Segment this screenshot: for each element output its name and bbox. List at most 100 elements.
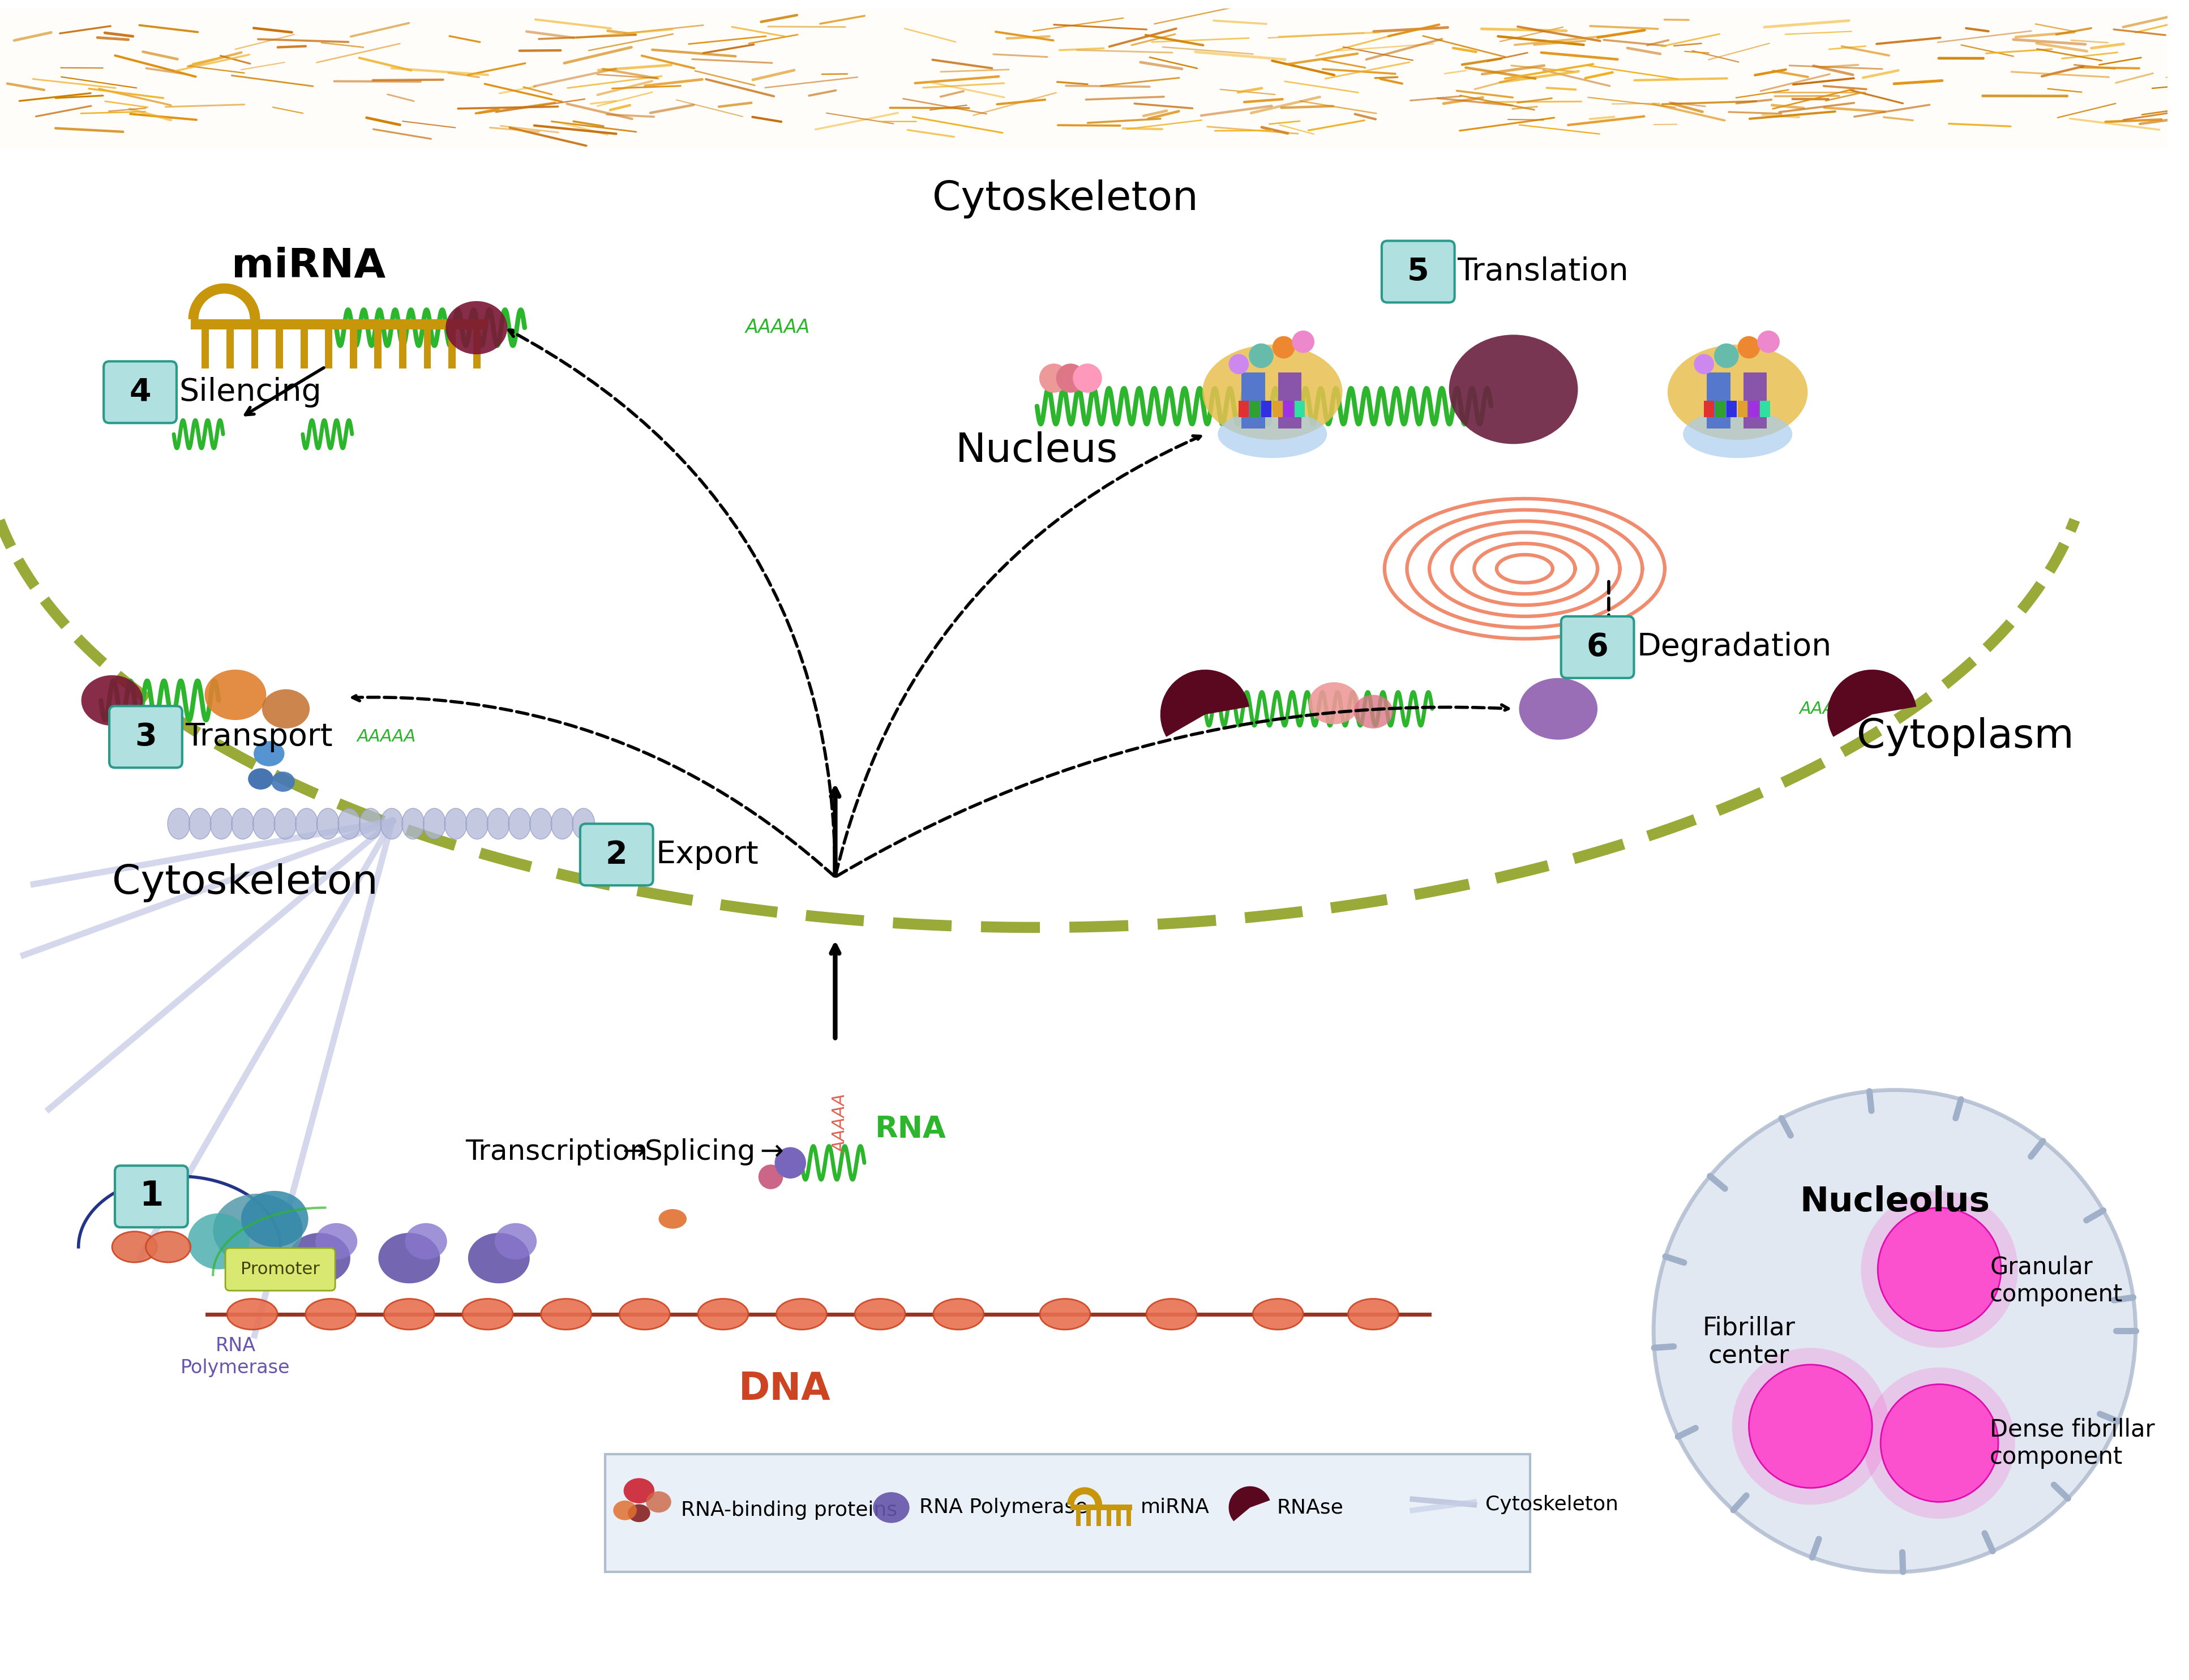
- Ellipse shape: [188, 1213, 250, 1270]
- Ellipse shape: [495, 1223, 536, 1260]
- Circle shape: [1250, 343, 1274, 368]
- Bar: [0, 8, 2167, 148]
- Ellipse shape: [571, 808, 595, 838]
- FancyBboxPatch shape: [109, 706, 182, 768]
- Bar: [374, 329, 381, 368]
- Ellipse shape: [777, 1299, 827, 1329]
- Text: 2: 2: [606, 840, 628, 870]
- Circle shape: [1861, 1191, 2018, 1347]
- Bar: [1738, 400, 1747, 417]
- Ellipse shape: [296, 808, 317, 838]
- Text: Promoter: Promoter: [241, 1262, 320, 1277]
- Ellipse shape: [147, 1231, 190, 1262]
- Circle shape: [1758, 331, 1780, 353]
- Ellipse shape: [169, 808, 190, 838]
- Circle shape: [775, 1147, 806, 1179]
- FancyBboxPatch shape: [1561, 617, 1633, 679]
- Bar: [425, 329, 431, 368]
- Ellipse shape: [232, 808, 254, 838]
- Bar: [326, 329, 333, 368]
- Text: Transcription: Transcription: [466, 1137, 648, 1166]
- Bar: [473, 329, 479, 368]
- Circle shape: [1749, 1364, 1872, 1488]
- Ellipse shape: [306, 1299, 357, 1329]
- Bar: [1716, 400, 1725, 417]
- Ellipse shape: [628, 1504, 650, 1522]
- Circle shape: [1878, 1208, 2001, 1331]
- Wedge shape: [1828, 670, 1915, 738]
- Circle shape: [1714, 343, 1738, 368]
- Circle shape: [1880, 1384, 1999, 1502]
- Ellipse shape: [359, 808, 381, 838]
- Text: RNA
Polymerase: RNA Polymerase: [182, 1337, 291, 1378]
- Ellipse shape: [252, 808, 276, 838]
- Text: 3: 3: [136, 722, 158, 753]
- Circle shape: [757, 1164, 784, 1189]
- Text: Translation: Translation: [1458, 257, 1629, 287]
- Circle shape: [1073, 363, 1101, 393]
- Ellipse shape: [447, 301, 508, 354]
- Ellipse shape: [254, 741, 285, 766]
- Text: RNA-binding proteins: RNA-binding proteins: [681, 1500, 897, 1520]
- Bar: [1097, 1510, 1101, 1525]
- Bar: [1707, 373, 1729, 428]
- Text: 6: 6: [1587, 632, 1609, 662]
- Text: →: →: [751, 1137, 784, 1166]
- Bar: [1077, 1510, 1081, 1525]
- Bar: [1283, 400, 1294, 417]
- Bar: [1239, 400, 1250, 417]
- Text: Cytoskeleton: Cytoskeleton: [1486, 1495, 1618, 1514]
- Text: Splicing: Splicing: [644, 1137, 755, 1166]
- Bar: [1241, 373, 1265, 428]
- Text: AAAAA: AAAAA: [746, 319, 810, 338]
- Ellipse shape: [274, 808, 296, 838]
- Ellipse shape: [271, 771, 296, 791]
- Wedge shape: [1160, 670, 1250, 738]
- Text: Cytoplasm: Cytoplasm: [1856, 717, 2073, 756]
- Ellipse shape: [468, 1233, 530, 1284]
- Ellipse shape: [247, 768, 274, 790]
- Ellipse shape: [1147, 1299, 1197, 1329]
- Ellipse shape: [315, 1223, 357, 1260]
- Bar: [300, 329, 309, 368]
- Text: Silencing: Silencing: [179, 376, 322, 408]
- Bar: [1749, 400, 1760, 417]
- Ellipse shape: [444, 808, 466, 838]
- Ellipse shape: [856, 1299, 906, 1329]
- Ellipse shape: [1040, 1299, 1090, 1329]
- Ellipse shape: [508, 808, 530, 838]
- FancyBboxPatch shape: [1381, 240, 1453, 302]
- Ellipse shape: [1252, 1299, 1302, 1329]
- Ellipse shape: [1353, 696, 1392, 729]
- Text: Dense fibrillar
component: Dense fibrillar component: [1990, 1418, 2154, 1468]
- Ellipse shape: [646, 1492, 672, 1512]
- FancyBboxPatch shape: [580, 823, 652, 885]
- Bar: [606, 1455, 1530, 1572]
- Text: Fibrillar
center: Fibrillar center: [1703, 1315, 1795, 1369]
- Circle shape: [1292, 331, 1313, 353]
- Bar: [1272, 400, 1283, 417]
- Bar: [1070, 1505, 1132, 1510]
- Bar: [1105, 1510, 1112, 1525]
- Bar: [350, 329, 357, 368]
- Ellipse shape: [403, 808, 425, 838]
- FancyBboxPatch shape: [114, 1166, 188, 1228]
- Ellipse shape: [624, 1478, 655, 1504]
- Ellipse shape: [317, 808, 339, 838]
- Ellipse shape: [1519, 679, 1598, 739]
- Ellipse shape: [210, 808, 232, 838]
- Text: 1: 1: [140, 1179, 164, 1213]
- Bar: [1250, 400, 1261, 417]
- Ellipse shape: [613, 1500, 637, 1520]
- Ellipse shape: [289, 1233, 350, 1284]
- Ellipse shape: [228, 1299, 278, 1329]
- Text: miRNA: miRNA: [1140, 1499, 1211, 1517]
- Bar: [398, 329, 407, 368]
- Ellipse shape: [619, 1299, 670, 1329]
- Ellipse shape: [212, 1194, 302, 1267]
- Ellipse shape: [530, 808, 552, 838]
- Text: Nucleolus: Nucleolus: [1799, 1186, 1990, 1218]
- Bar: [276, 329, 282, 368]
- Bar: [1727, 400, 1736, 417]
- Text: →: →: [613, 1137, 646, 1166]
